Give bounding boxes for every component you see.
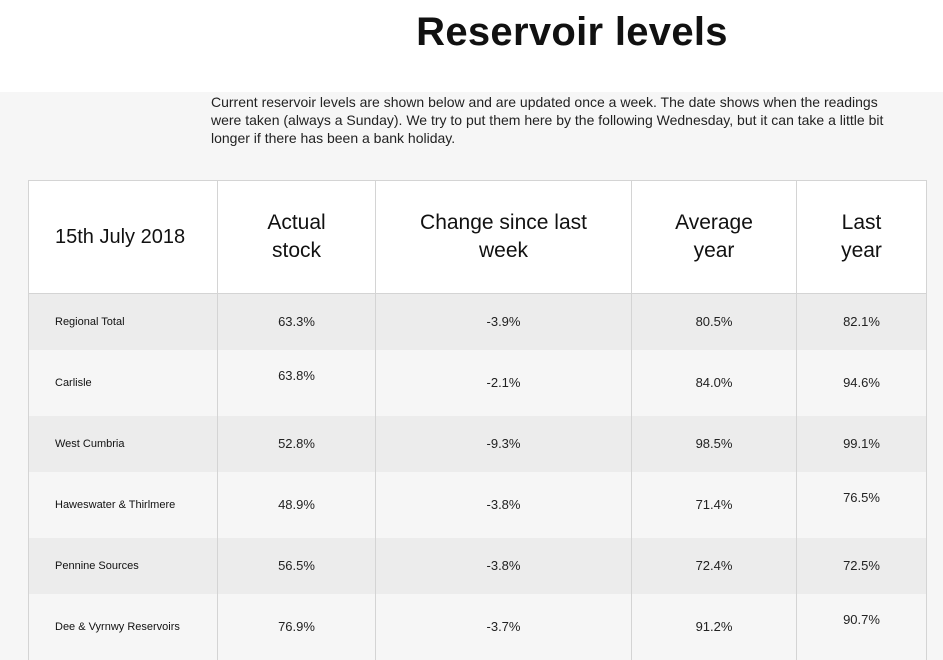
row-name: Carlisle [28, 349, 218, 416]
cell-average-year: 80.5% [631, 293, 797, 350]
cell-last-year: 90.7% [796, 593, 927, 660]
cell-change: -2.1% [375, 349, 632, 416]
row-name: West Cumbria [28, 415, 218, 472]
cell-last-year-value: 90.7% [843, 612, 880, 627]
reservoir-levels-table: 15th July 2018 Actual stock Change since… [28, 180, 927, 660]
cell-average-year: 72.4% [631, 537, 797, 594]
page-title: Reservoir levels [416, 10, 728, 54]
cell-last-year: 76.5% [796, 471, 927, 538]
cell-change: -9.3% [375, 415, 632, 472]
cell-last-year: 82.1% [796, 293, 927, 350]
row-name: Haweswater & Thirlmere [28, 471, 218, 538]
table-row: Pennine Sources 56.5% -3.8% 72.4% 72.5% [28, 537, 927, 594]
cell-actual-stock: 63.3% [217, 293, 376, 350]
cell-actual-stock: 48.9% [217, 471, 376, 538]
cell-last-year-value: 76.5% [843, 490, 880, 505]
intro-text: Current reservoir levels are shown below… [211, 94, 884, 146]
header-band [0, 0, 943, 92]
cell-actual-stock: 52.8% [217, 415, 376, 472]
cell-change: -3.7% [375, 593, 632, 660]
table-header-row: 15th July 2018 Actual stock Change since… [28, 180, 927, 294]
cell-change: -3.8% [375, 471, 632, 538]
header-date: 15th July 2018 [28, 180, 218, 294]
cell-actual-stock: 56.5% [217, 537, 376, 594]
cell-last-year: 94.6% [796, 349, 927, 416]
cell-last-year: 99.1% [796, 415, 927, 472]
cell-last-year: 72.5% [796, 537, 927, 594]
table-row: Haweswater & Thirlmere 48.9% -3.8% 71.4%… [28, 471, 927, 538]
cell-change: -3.9% [375, 293, 632, 350]
row-name: Pennine Sources [28, 537, 218, 594]
table-row: Dee & Vyrnwy Reservoirs 76.9% -3.7% 91.2… [28, 593, 927, 660]
cell-actual-stock: 76.9% [217, 593, 376, 660]
header-last-year-label: Last year [841, 211, 882, 262]
header-change-label: Change since last week [420, 211, 587, 262]
cell-average-year: 91.2% [631, 593, 797, 660]
cell-average-year: 71.4% [631, 471, 797, 538]
cell-actual-stock: 63.8% [217, 349, 376, 416]
header-average-year: Average year [631, 180, 797, 294]
header-actual-stock-label: Actual stock [267, 211, 326, 262]
cell-actual-stock-value: 63.8% [278, 368, 315, 383]
row-name: Dee & Vyrnwy Reservoirs [28, 593, 218, 660]
cell-change: -3.8% [375, 537, 632, 594]
row-name: Regional Total [28, 293, 218, 350]
cell-average-year: 84.0% [631, 349, 797, 416]
header-last-year: Last year [796, 180, 927, 294]
table-row: West Cumbria 52.8% -9.3% 98.5% 99.1% [28, 415, 927, 472]
table-row: Carlisle 63.8% -2.1% 84.0% 94.6% [28, 349, 927, 416]
header-change: Change since last week [375, 180, 632, 294]
header-actual-stock: Actual stock [217, 180, 376, 294]
cell-average-year: 98.5% [631, 415, 797, 472]
table-row: Regional Total 63.3% -3.9% 80.5% 82.1% [28, 293, 927, 350]
header-average-year-label: Average year [675, 211, 753, 262]
